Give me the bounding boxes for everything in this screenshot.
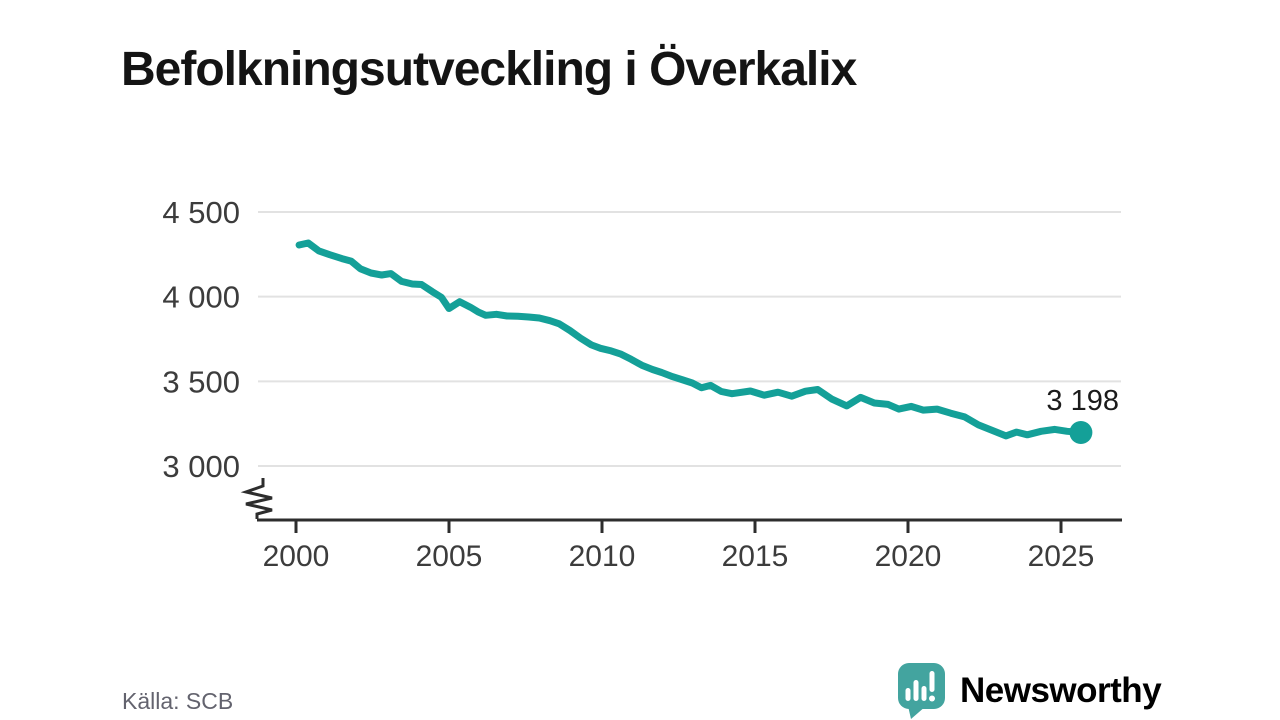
x-axis: 2000 2005 2010 2015 2020 2025 — [257, 518, 1122, 573]
svg-text:2010: 2010 — [569, 540, 636, 573]
y-axis-labels: 4 500 4 000 3 500 3 000 — [162, 195, 240, 484]
svg-text:4 500: 4 500 — [162, 195, 240, 230]
svg-text:2015: 2015 — [722, 540, 789, 573]
svg-text:2020: 2020 — [875, 540, 942, 573]
newsworthy-logo: Newsworthy — [897, 662, 1162, 720]
svg-text:3 500: 3 500 — [162, 364, 240, 399]
svg-text:3 198: 3 198 — [1046, 385, 1119, 417]
chart-title: Befolkningsutveckling i Överkalix — [121, 43, 857, 97]
svg-text:2025: 2025 — [1028, 540, 1095, 573]
population-line-series — [295, 239, 1093, 444]
newsworthy-logo-text: Newsworthy — [960, 671, 1162, 710]
svg-text:2000: 2000 — [263, 540, 330, 573]
y-axis-break-icon — [240, 478, 273, 519]
newsworthy-logo-icon — [898, 663, 945, 719]
source-note: Källa: SCB — [122, 688, 234, 714]
svg-text:2005: 2005 — [416, 540, 483, 573]
svg-text:3 000: 3 000 — [162, 449, 240, 484]
svg-text:4 000: 4 000 — [162, 280, 240, 315]
endpoint-annotation: 3 198 — [1046, 385, 1119, 417]
